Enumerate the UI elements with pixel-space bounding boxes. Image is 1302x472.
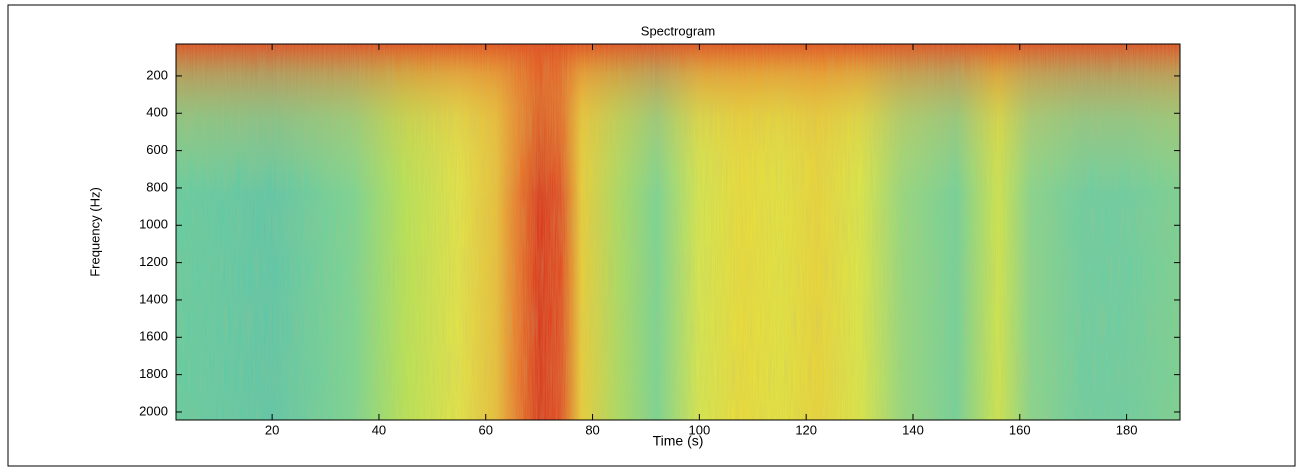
y-tick-label: 1400	[139, 291, 168, 306]
x-tick-label: 20	[265, 422, 279, 437]
y-tick-label: 1800	[139, 366, 168, 381]
y-tick-label: 1000	[139, 217, 168, 232]
x-tick-label: 60	[479, 422, 493, 437]
x-axis-label: Time (s)	[653, 433, 704, 449]
y-tick-label: 1200	[139, 254, 168, 269]
chart-title: Spectrogram	[641, 23, 715, 38]
x-tick-label: 40	[372, 422, 386, 437]
frame	[7, 4, 1296, 467]
x-tick-label: 100	[689, 422, 711, 437]
y-tick-label: 200	[146, 67, 168, 82]
y-tick-label: 600	[146, 142, 168, 157]
y-tick-label: 2000	[139, 403, 168, 418]
y-tick-label: 800	[146, 179, 168, 194]
x-tick-label: 160	[1009, 422, 1031, 437]
x-tick-label: 180	[1116, 422, 1138, 437]
axes-box	[175, 43, 1181, 421]
y-axis-label: Frequency (Hz)	[87, 187, 102, 277]
spectrogram-texture	[176, 44, 1180, 420]
y-tick-label: 1600	[139, 329, 168, 344]
x-tick-label: 120	[795, 422, 817, 437]
x-tick-label: 140	[902, 422, 924, 437]
plot-area	[175, 43, 1181, 421]
y-tick-label: 400	[146, 105, 168, 120]
x-tick-label: 80	[585, 422, 599, 437]
